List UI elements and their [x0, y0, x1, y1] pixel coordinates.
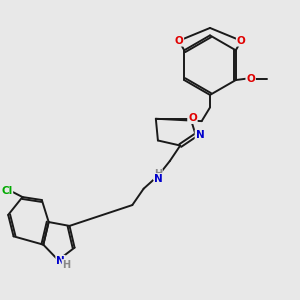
Text: H: H: [154, 169, 162, 179]
Text: N: N: [56, 256, 65, 266]
Text: O: O: [237, 36, 245, 46]
Text: N: N: [196, 130, 204, 140]
Text: Cl: Cl: [1, 186, 12, 196]
Text: O: O: [188, 113, 197, 123]
Text: N: N: [154, 174, 163, 184]
Text: O: O: [175, 36, 183, 46]
Text: O: O: [246, 74, 255, 84]
Text: H: H: [62, 260, 70, 270]
